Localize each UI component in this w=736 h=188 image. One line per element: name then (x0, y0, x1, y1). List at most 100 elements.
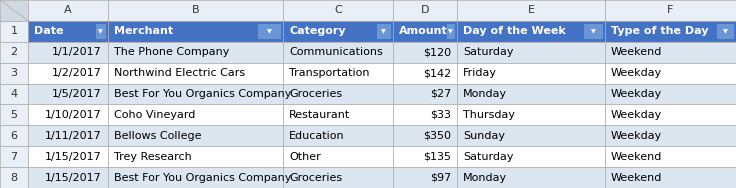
Bar (605, 21, 736, 42)
Bar (258, 24, 281, 39)
Bar (96, 24, 106, 39)
Text: 1/15/2017: 1/15/2017 (45, 173, 102, 183)
Text: 3: 3 (10, 68, 18, 78)
Text: 6: 6 (10, 131, 18, 141)
Bar (457, 42, 605, 63)
Text: Restaurant: Restaurant (289, 110, 350, 120)
Text: Saturday: Saturday (463, 47, 514, 57)
Text: 1: 1 (10, 26, 18, 36)
Bar (108, 167, 283, 188)
Bar (584, 24, 603, 39)
Bar (108, 42, 283, 63)
Text: Best For You Organics Company: Best For You Organics Company (114, 173, 291, 183)
Bar (393, 0, 457, 21)
Bar (28, 42, 108, 63)
Text: 8: 8 (10, 173, 18, 183)
Bar (605, 83, 736, 105)
Text: Groceries: Groceries (289, 173, 342, 183)
Text: $33: $33 (430, 110, 451, 120)
Bar (283, 83, 393, 105)
Text: Day of the Week: Day of the Week (463, 26, 566, 36)
Text: Amount: Amount (399, 26, 447, 36)
Bar (0, 42, 28, 63)
Text: Weekend: Weekend (611, 173, 662, 183)
Text: Groceries: Groceries (289, 89, 342, 99)
Bar (393, 167, 457, 188)
Bar (283, 125, 393, 146)
Text: Thursday: Thursday (463, 110, 515, 120)
Bar (28, 0, 108, 21)
Bar (457, 0, 605, 21)
Bar (283, 0, 393, 21)
Bar (108, 146, 283, 167)
Bar (605, 63, 736, 83)
Text: Category: Category (289, 26, 346, 36)
Text: Bellows College: Bellows College (114, 131, 202, 141)
Bar (605, 146, 736, 167)
Bar (457, 63, 605, 83)
Bar (393, 83, 457, 105)
Text: Weekday: Weekday (611, 68, 662, 78)
Bar (108, 21, 283, 42)
Bar (457, 21, 605, 42)
Text: A: A (64, 5, 72, 15)
Text: ▼: ▼ (381, 29, 386, 34)
Bar (28, 83, 108, 105)
Text: ▼: ▼ (448, 29, 453, 34)
Text: Transportation: Transportation (289, 68, 369, 78)
Text: $27: $27 (430, 89, 451, 99)
Bar (0, 146, 28, 167)
Bar (0, 0, 28, 21)
Text: Monday: Monday (463, 89, 507, 99)
Text: $120: $120 (423, 47, 451, 57)
Bar (457, 125, 605, 146)
Bar (0, 21, 28, 42)
Text: B: B (191, 5, 199, 15)
Text: Other: Other (289, 152, 321, 162)
Bar (457, 167, 605, 188)
Bar (393, 63, 457, 83)
Text: Weekday: Weekday (611, 89, 662, 99)
Bar (0, 167, 28, 188)
Text: $350: $350 (423, 131, 451, 141)
Text: 1/15/2017: 1/15/2017 (45, 152, 102, 162)
Bar (605, 0, 736, 21)
Bar (108, 63, 283, 83)
Bar (0, 125, 28, 146)
Bar (605, 167, 736, 188)
Bar (283, 42, 393, 63)
Text: C: C (334, 5, 342, 15)
Bar (283, 167, 393, 188)
Text: $142: $142 (422, 68, 451, 78)
Bar (283, 146, 393, 167)
Bar (108, 0, 283, 21)
Bar (605, 42, 736, 63)
Bar (393, 21, 457, 42)
Text: 2: 2 (10, 47, 18, 57)
Bar (108, 83, 283, 105)
Bar (717, 24, 734, 39)
Bar (393, 105, 457, 125)
Text: D: D (421, 5, 429, 15)
Bar (457, 105, 605, 125)
Text: 1/1/2017: 1/1/2017 (52, 47, 102, 57)
Text: 1/5/2017: 1/5/2017 (52, 89, 102, 99)
Text: 5: 5 (10, 110, 18, 120)
Bar (28, 63, 108, 83)
Text: Communications: Communications (289, 47, 383, 57)
Text: $97: $97 (430, 173, 451, 183)
Text: Weekend: Weekend (611, 47, 662, 57)
Text: Monday: Monday (463, 173, 507, 183)
Text: ▼: ▼ (723, 29, 728, 34)
Bar (28, 146, 108, 167)
Bar (457, 83, 605, 105)
Bar (28, 167, 108, 188)
Text: Saturday: Saturday (463, 152, 514, 162)
Bar (28, 21, 108, 42)
Text: Trey Research: Trey Research (114, 152, 192, 162)
Bar (28, 125, 108, 146)
Text: ▼: ▼ (591, 29, 595, 34)
Text: 1/10/2017: 1/10/2017 (45, 110, 102, 120)
Text: 1/11/2017: 1/11/2017 (45, 131, 102, 141)
Text: Type of the Day: Type of the Day (611, 26, 709, 36)
